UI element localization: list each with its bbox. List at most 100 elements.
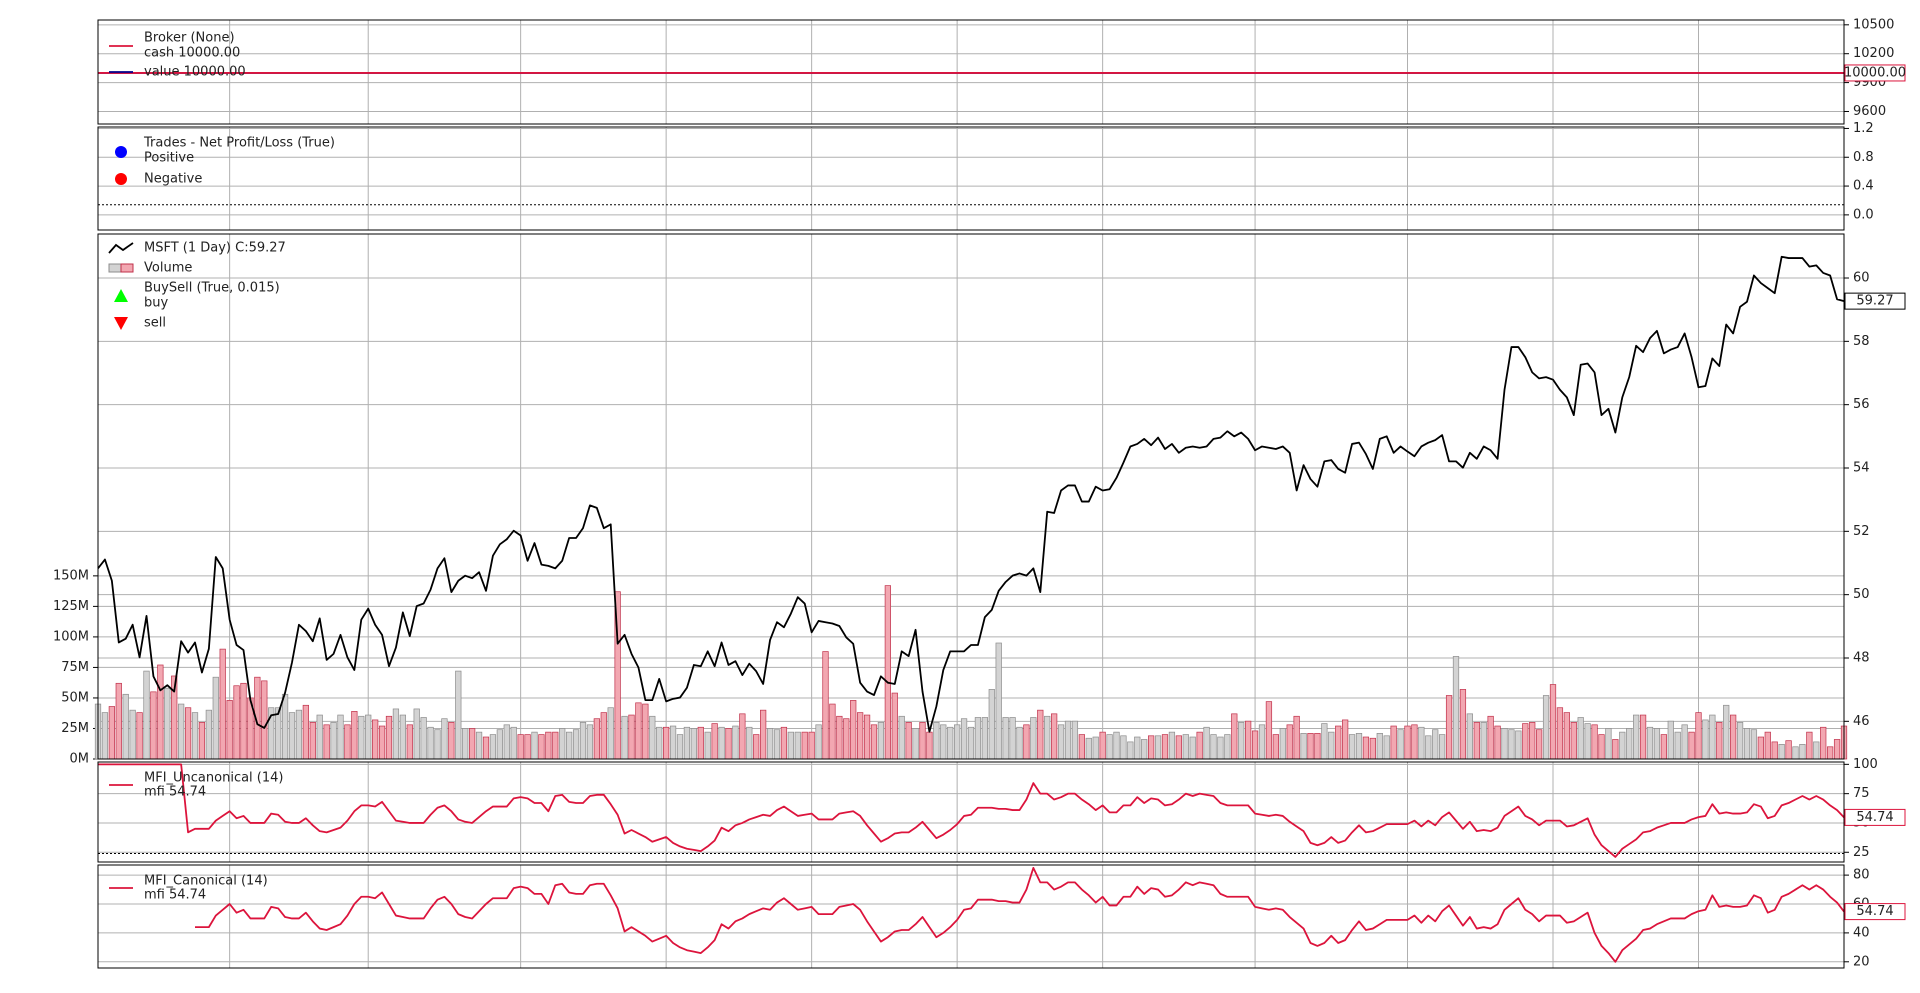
legend-text: MSFT (1 Day) C:59.27 xyxy=(144,241,286,256)
volume-bar xyxy=(1182,734,1189,760)
panel-background xyxy=(98,234,1844,759)
volume-bar xyxy=(836,715,843,760)
volume-bar xyxy=(1501,728,1508,760)
volume-bar xyxy=(773,729,781,760)
volume-bar xyxy=(399,714,406,760)
volume-bar xyxy=(940,724,947,760)
volume-bar xyxy=(1639,714,1647,760)
y-tick-label: 125M xyxy=(53,599,89,614)
panel-frame xyxy=(97,19,1845,125)
volume-bar xyxy=(323,724,330,760)
volume-bar xyxy=(420,717,427,760)
volume-bar xyxy=(1168,731,1176,760)
volume-bar xyxy=(766,728,774,760)
volume-bar xyxy=(482,736,490,760)
volume-bar xyxy=(593,718,600,760)
volume-bar xyxy=(711,723,718,760)
y-tick-label: 0M xyxy=(70,752,90,767)
volume-bar xyxy=(1778,743,1785,760)
volume-bar xyxy=(780,726,788,760)
volume-bar xyxy=(760,709,767,760)
volume-bar xyxy=(1196,731,1203,760)
volume-bar xyxy=(1598,734,1605,760)
volume-bar xyxy=(1335,725,1342,760)
volume-bar xyxy=(725,728,732,760)
y-tick-label: 9600 xyxy=(1853,104,1886,119)
y-tick-label: 0.4 xyxy=(1853,179,1874,194)
volume-bar xyxy=(219,648,226,760)
last-value-label: 59.27 xyxy=(1856,294,1893,309)
y-tick-label: 50 xyxy=(1853,587,1870,602)
volume-bar xyxy=(1141,739,1148,760)
volume-bar xyxy=(1750,729,1758,760)
volume-bar xyxy=(621,715,628,760)
volume-bar xyxy=(697,726,704,760)
volume-bar xyxy=(1529,722,1536,760)
volume-bar xyxy=(663,726,670,760)
volume-bar xyxy=(448,722,455,760)
volume-bar xyxy=(843,718,850,760)
volume-bar xyxy=(579,722,587,760)
volume-bar xyxy=(441,718,448,760)
volume-bar xyxy=(1390,725,1397,760)
volume-bar xyxy=(919,722,926,760)
volume-bar xyxy=(1016,726,1023,760)
volume-bar xyxy=(1584,723,1591,760)
legend-text: sell xyxy=(144,316,166,331)
volume-bar xyxy=(1120,735,1127,760)
volume-bar xyxy=(628,714,635,760)
y-tick-label: 50M xyxy=(61,690,89,705)
legend-text: value 10000.00 xyxy=(144,65,246,80)
volume-bar xyxy=(1127,741,1134,760)
volume-bar xyxy=(1439,734,1446,760)
volume-bar xyxy=(995,642,1002,760)
volume-bar xyxy=(1321,723,1328,760)
volume-bar xyxy=(406,724,413,760)
volume-bar xyxy=(316,714,323,760)
volume-bar xyxy=(1626,728,1633,760)
volume-bar xyxy=(1030,717,1037,760)
volume-bar xyxy=(427,726,434,760)
volume-bar xyxy=(385,715,393,760)
volume-bar xyxy=(1646,726,1654,760)
volume-bar xyxy=(1369,737,1376,760)
volume-bar xyxy=(732,725,739,760)
volume-bar xyxy=(1432,729,1439,760)
volume-bar xyxy=(1833,739,1841,760)
volume-bar xyxy=(1487,715,1494,760)
volume-bar xyxy=(309,722,316,760)
volume-bar xyxy=(524,734,531,760)
y-tick-label: 25M xyxy=(61,721,89,736)
volume-bar xyxy=(572,729,580,760)
volume-bar xyxy=(1757,736,1764,760)
volume-bar xyxy=(1258,724,1266,760)
volume-bar xyxy=(205,709,212,760)
volume-bar xyxy=(1827,746,1834,760)
legend-text: Volume xyxy=(144,261,192,276)
volume-bar xyxy=(434,729,441,760)
series-line xyxy=(195,866,1845,963)
volume-bar xyxy=(822,651,829,760)
y-tick-label: 60 xyxy=(1853,271,1870,286)
volume-bar xyxy=(1148,735,1155,760)
volume-bar xyxy=(1695,712,1702,760)
volume-bar xyxy=(794,731,801,760)
volume-bar xyxy=(240,682,247,760)
volume-bar xyxy=(1577,717,1584,760)
volume-bar xyxy=(358,715,365,760)
volume-bar xyxy=(1078,734,1085,760)
volume-bar xyxy=(829,703,836,760)
volume-bar xyxy=(552,731,559,760)
volume-bar xyxy=(559,728,566,760)
volume-bar xyxy=(475,731,483,760)
volume-bar xyxy=(1189,736,1196,760)
volume-bar xyxy=(281,693,289,760)
volume-bar xyxy=(1736,722,1744,760)
y-tick-label: 75M xyxy=(61,660,89,675)
y-tick-label: 48 xyxy=(1853,650,1870,665)
volume-bar xyxy=(1293,715,1300,760)
volume-bar xyxy=(1154,735,1162,760)
volume-bar xyxy=(184,707,192,760)
y-tick-label: 20 xyxy=(1853,954,1870,969)
y-tick-label: 54 xyxy=(1853,461,1870,476)
